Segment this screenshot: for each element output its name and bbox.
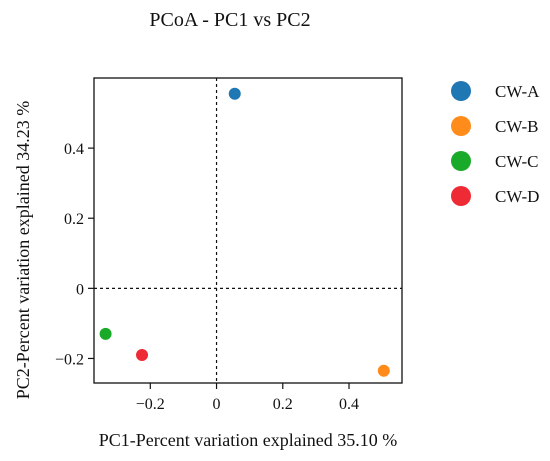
chart-title: PCoA - PC1 vs PC2 — [149, 9, 310, 31]
data-point-cw-b — [377, 364, 390, 377]
x-axis-title: PC1-Percent variation explained 35.10 % — [99, 430, 397, 450]
legend-marker-cw-b — [451, 116, 471, 136]
x-tick-label: 0.4 — [339, 396, 359, 413]
x-tick-label: 0 — [213, 396, 221, 413]
legend: CW-A CW-B CW-C CW-D — [451, 81, 540, 206]
legend-marker-cw-a — [451, 81, 471, 101]
plot-area — [93, 77, 403, 384]
x-tick-label: −0.2 — [136, 396, 165, 413]
data-points — [99, 87, 390, 377]
y-tick-label: −0.2 — [55, 351, 84, 368]
legend-marker-cw-c — [451, 151, 471, 171]
axis-ticks: −0.2 0 0.2 0.4 −0.2 0 0.2 0.4 — [55, 141, 359, 413]
legend-label-cw-a: CW-A — [495, 82, 540, 101]
x-tick-label: 0.2 — [273, 396, 293, 413]
y-tick-label: 0.4 — [64, 141, 84, 158]
y-tick-label: 0 — [76, 281, 84, 298]
data-point-cw-c — [99, 327, 112, 340]
y-tick-label: 0.2 — [64, 211, 84, 228]
data-point-cw-a — [228, 87, 241, 100]
plot-frame — [93, 77, 403, 384]
y-axis-title: PC2-Percent variation explained 34.23 % — [13, 101, 33, 399]
legend-label-cw-c: CW-C — [495, 152, 538, 171]
legend-label-cw-b: CW-B — [495, 117, 538, 136]
legend-marker-cw-d — [451, 186, 471, 206]
legend-label-cw-d: CW-D — [495, 187, 539, 206]
data-point-cw-d — [136, 348, 149, 361]
